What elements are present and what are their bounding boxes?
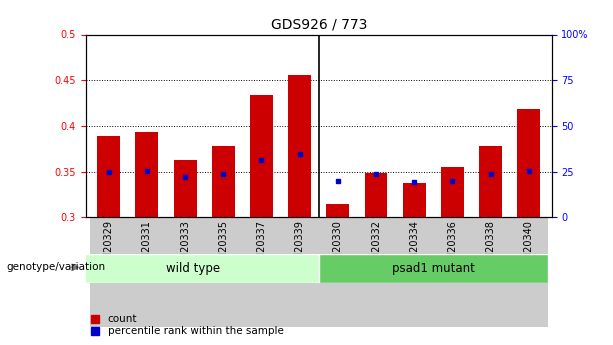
Bar [250,95,273,217]
Bar [319,217,357,327]
Bar [509,217,548,327]
Bar [89,217,128,327]
Bar [173,160,197,217]
Bar [204,217,242,327]
Bar [441,167,464,217]
Legend: count, percentile rank within the sample: count, percentile rank within the sample [91,314,284,336]
Title: GDS926 / 773: GDS926 / 773 [270,18,367,32]
Bar [433,217,471,327]
Text: psad1 mutant: psad1 mutant [392,262,474,275]
Bar [288,75,311,217]
Bar [479,146,502,217]
Bar [517,109,540,217]
Bar [395,217,433,327]
Bar [319,254,548,283]
Bar [471,217,509,327]
Bar [357,217,395,327]
Bar [281,217,319,327]
Bar [403,183,425,217]
Bar [166,217,204,327]
Text: genotype/variation: genotype/variation [6,263,105,272]
Bar [242,217,281,327]
Bar [135,132,158,217]
Bar [97,136,120,217]
Bar [365,174,387,217]
Bar [326,204,349,217]
Text: wild type: wild type [166,262,220,275]
Bar [128,217,166,327]
Bar [212,146,235,217]
Bar [67,254,319,283]
